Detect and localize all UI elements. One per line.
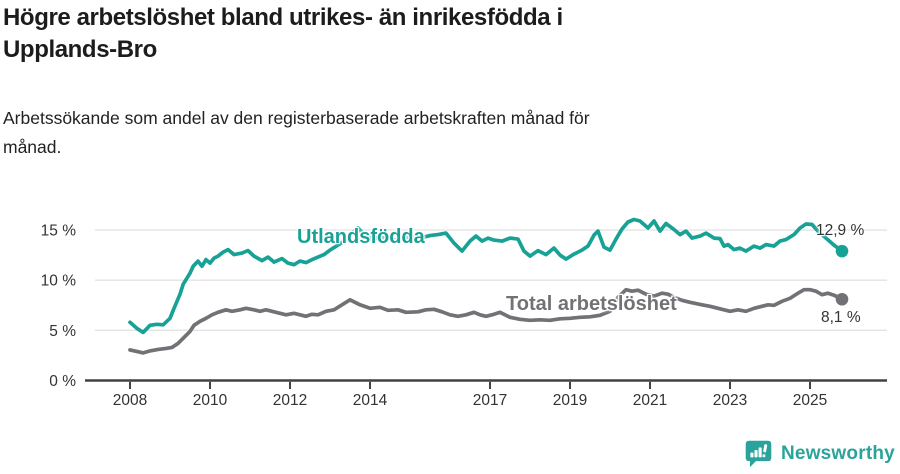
svg-text:2021: 2021 bbox=[633, 392, 667, 409]
newsworthy-logo-icon bbox=[745, 440, 772, 468]
page-title-line1: Högre arbetslöshet bland utrikes- än inr… bbox=[3, 4, 563, 31]
chart-subtitle-line2: månad. bbox=[3, 137, 62, 157]
page-title-line2: Upplands-Bro bbox=[3, 36, 157, 63]
chart-subtitle-line1: Arbetssökande som andel av den registerb… bbox=[3, 108, 590, 128]
svg-text:2012: 2012 bbox=[273, 392, 307, 409]
end-value-label-utlandsfodda: 12,9 % bbox=[816, 222, 865, 239]
svg-text:2017: 2017 bbox=[473, 392, 507, 409]
brand-footer: Newsworthy bbox=[744, 438, 895, 469]
series-label-utlandsfodda: Utlandsfödda bbox=[297, 226, 425, 248]
svg-text:10 %: 10 % bbox=[41, 273, 77, 290]
svg-text:2023: 2023 bbox=[713, 392, 747, 409]
svg-text:2025: 2025 bbox=[793, 392, 827, 409]
svg-text:2019: 2019 bbox=[553, 392, 587, 409]
chart-subtitle: Arbetssökande som andel av den registerb… bbox=[3, 104, 590, 162]
svg-text:0 %: 0 % bbox=[49, 373, 76, 390]
brand-name: Newsworthy bbox=[781, 442, 895, 464]
page-title: Högre arbetslöshet bland utrikes- än inr… bbox=[3, 2, 563, 66]
end-value-label-total: 8,1 % bbox=[821, 309, 861, 326]
svg-text:2014: 2014 bbox=[353, 392, 388, 409]
series-label-total: Total arbetslöshet bbox=[506, 293, 677, 315]
svg-text:5 %: 5 % bbox=[49, 323, 76, 340]
svg-text:15 %: 15 % bbox=[41, 223, 77, 240]
svg-text:2010: 2010 bbox=[193, 392, 228, 409]
svg-text:2008: 2008 bbox=[113, 392, 147, 409]
